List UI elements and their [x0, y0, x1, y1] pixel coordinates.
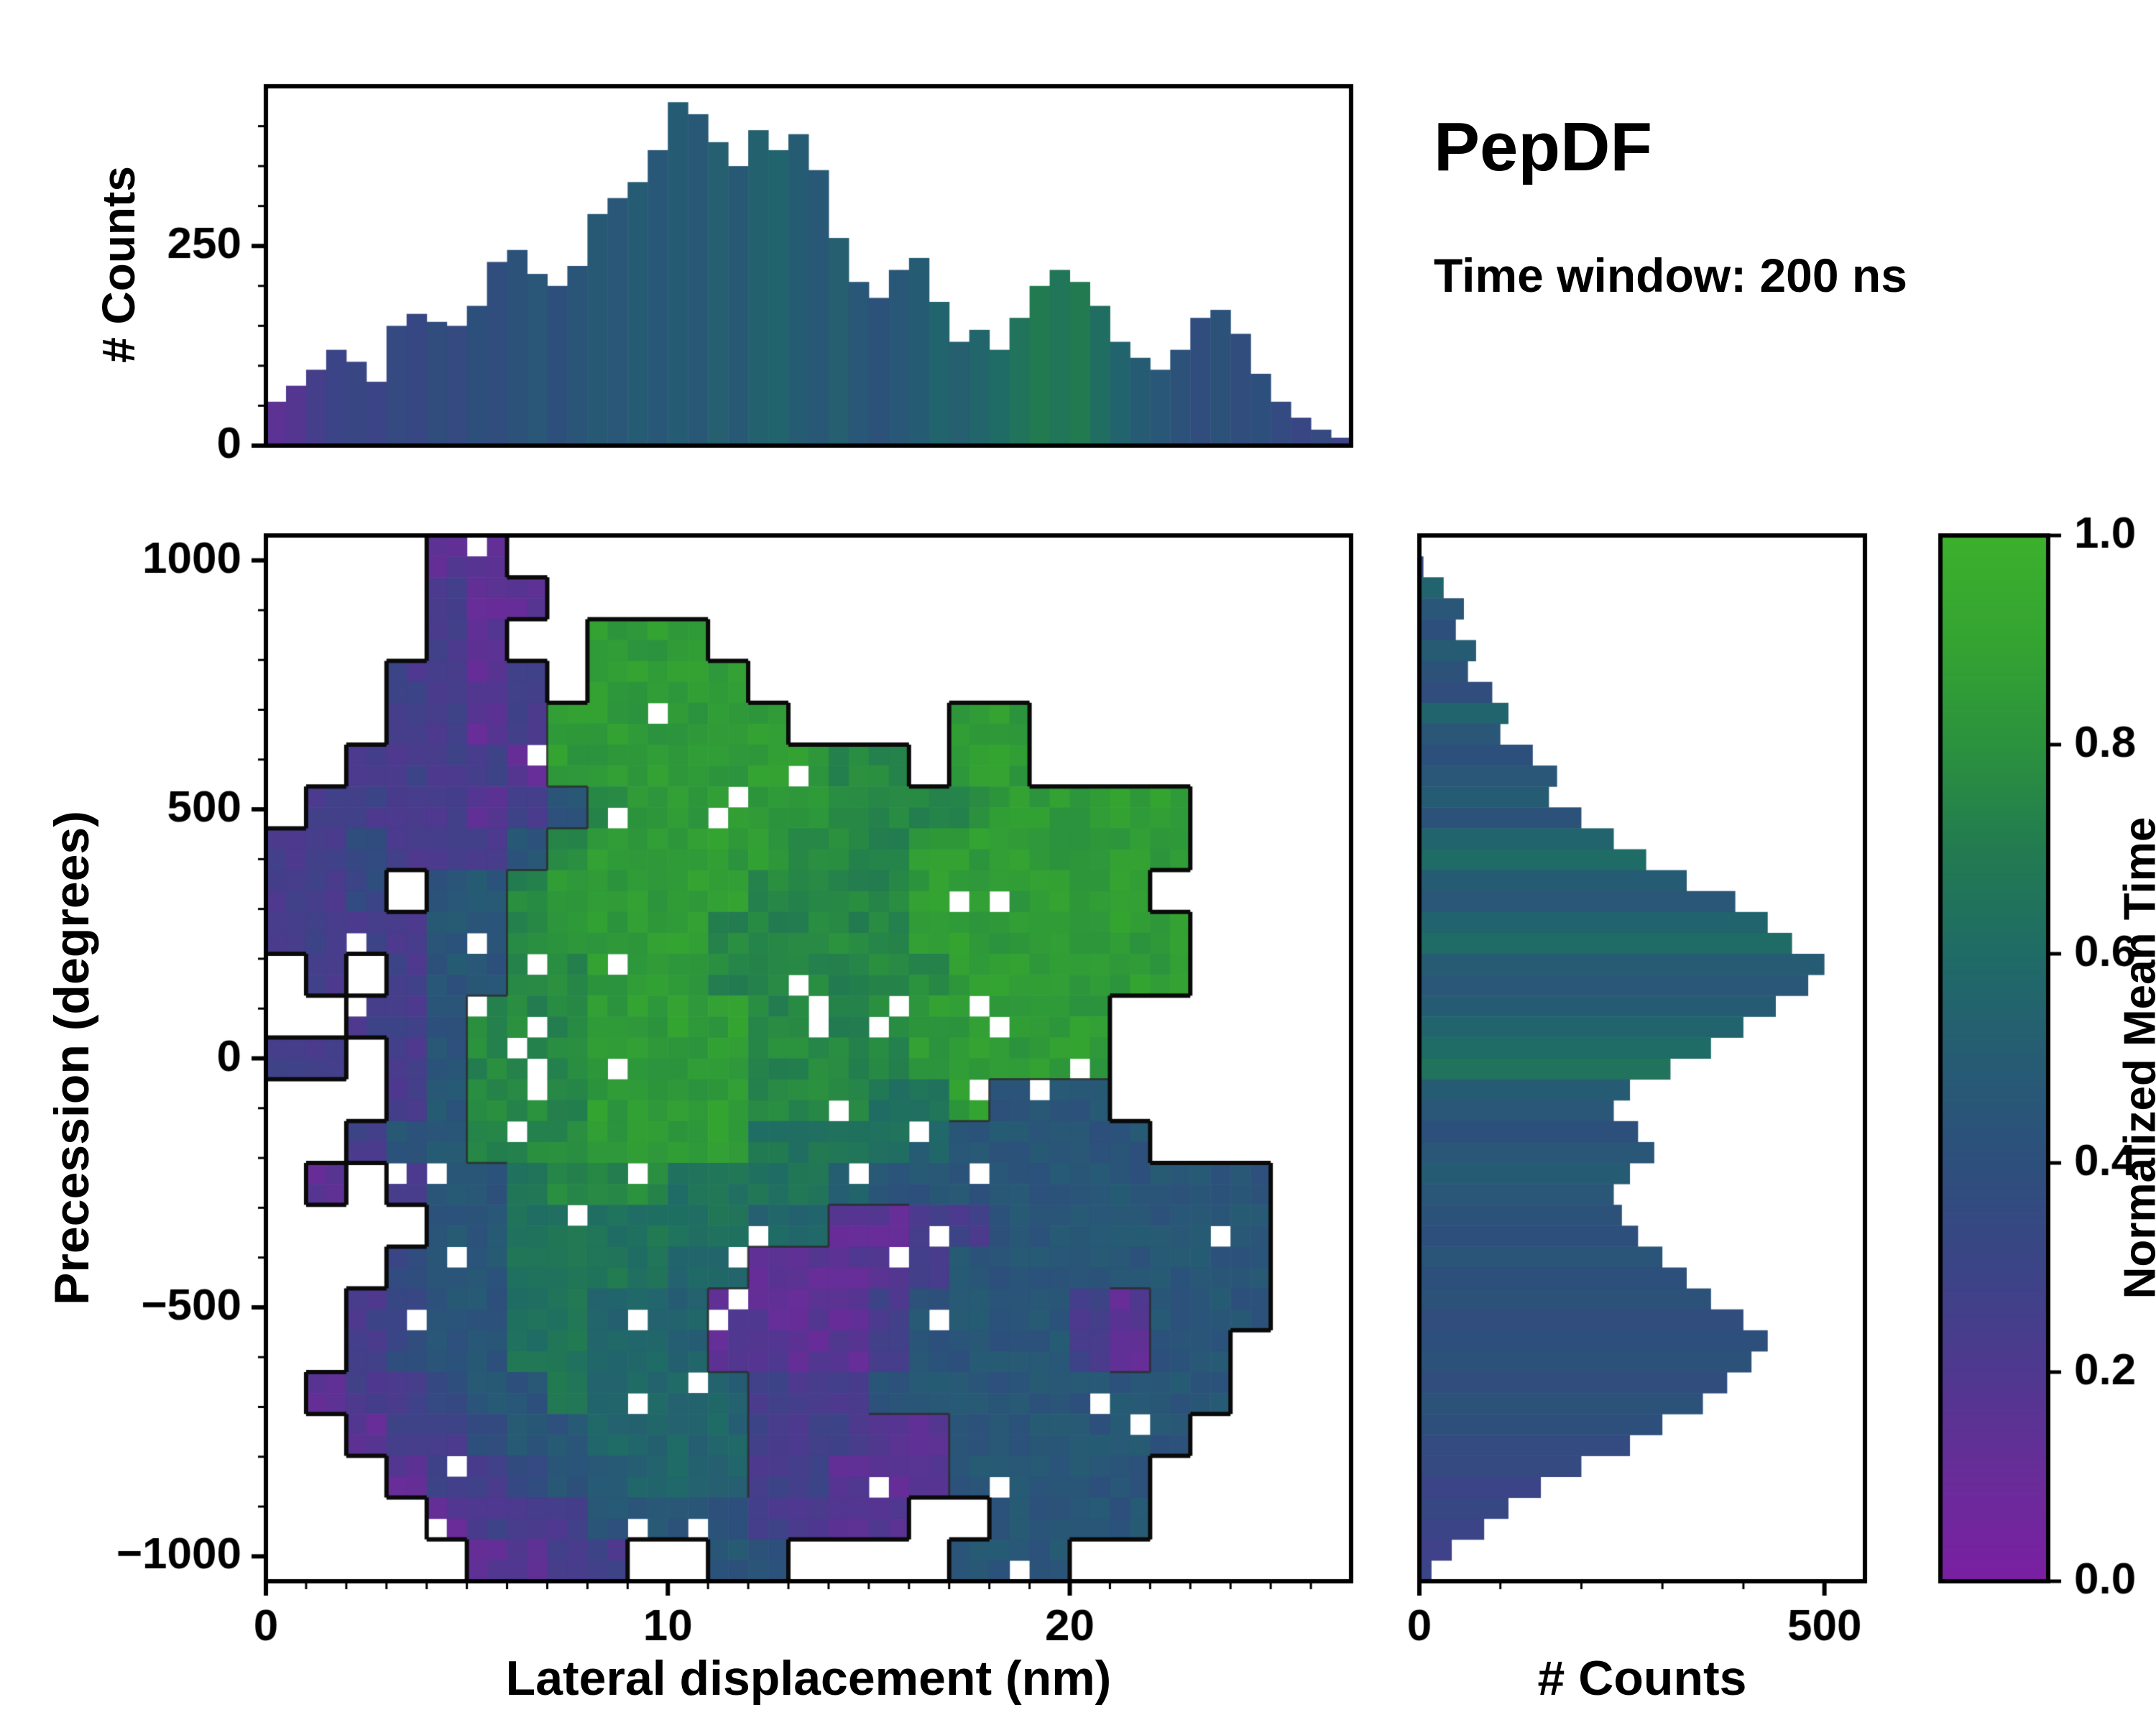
top-hist-ylabel: # Counts	[93, 166, 144, 363]
figure-subtitle: Time window: 200 ns	[1434, 249, 1907, 302]
right-hist-xlabel: # Counts	[1537, 1651, 1747, 1706]
colorbar-label: Normalized Mean Time	[2115, 816, 2156, 1300]
main-xlabel: Lateral displacement (nm)	[505, 1651, 1112, 1706]
main-ylabel: Precession (degrees)	[45, 811, 99, 1305]
figure-title: PepDF	[1434, 109, 1653, 185]
